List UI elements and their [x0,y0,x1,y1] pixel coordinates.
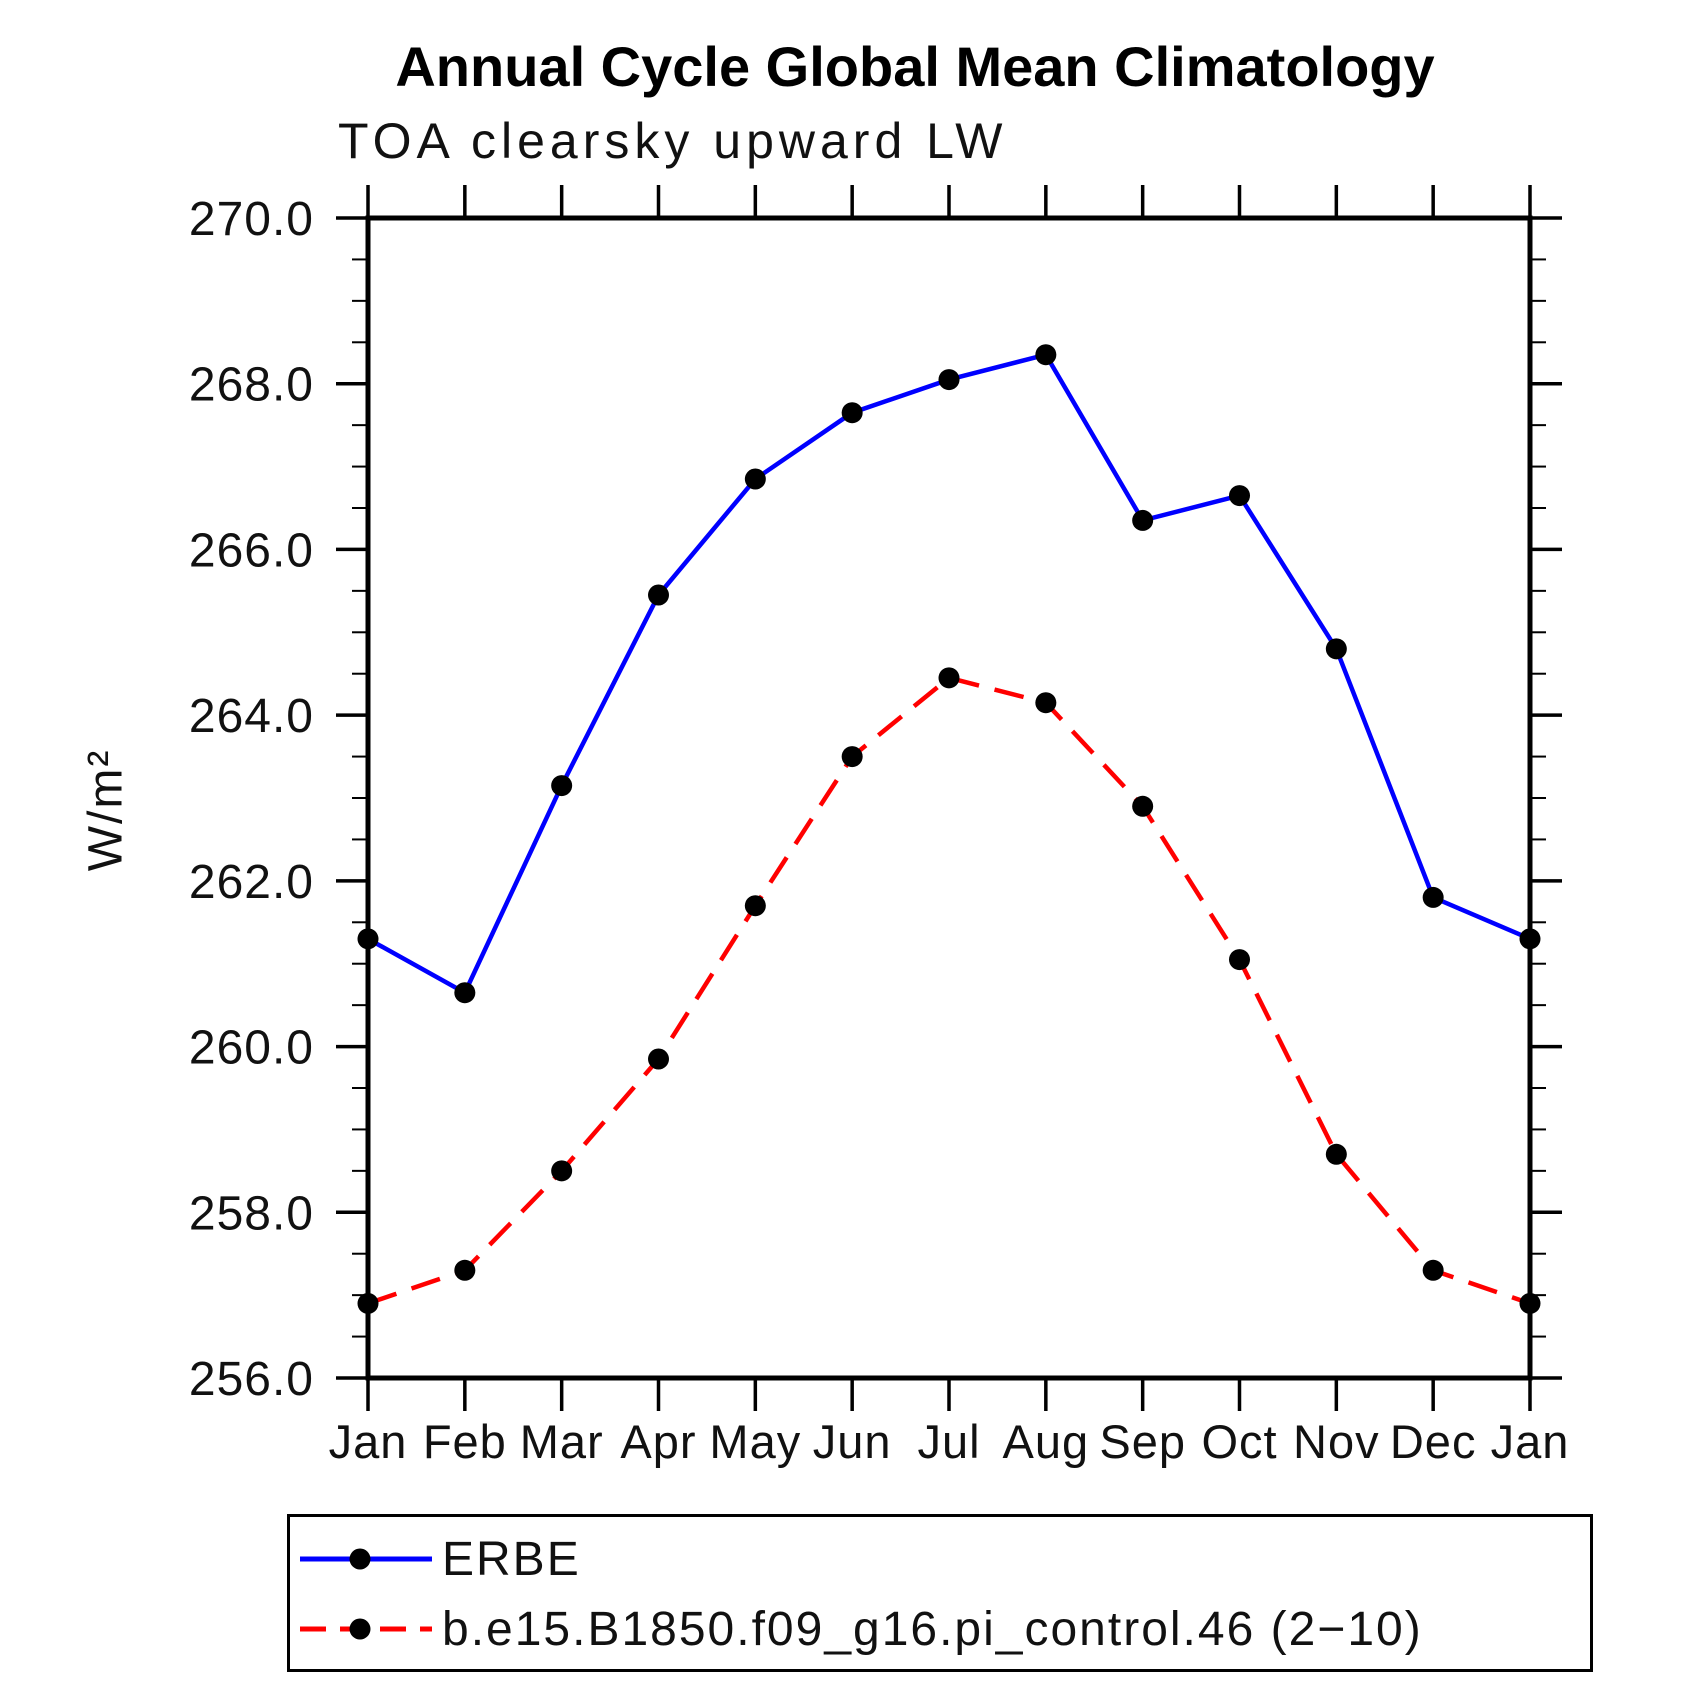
legend: ERBE b.e15.B1850.f09_g16.pi_control.46 (2… [287,1514,1593,1672]
series-line-1 [367,675,1531,1306]
axis-frame [365,215,1533,1381]
data-point [744,895,766,917]
data-point [454,982,476,1004]
y-tick-label: 262.0 [189,856,314,909]
data-point [551,775,573,797]
data-point [938,369,960,391]
axis-tick-labels: 256.0 258.0 260.0 262.0 264.0 266.0 268.0 270.0… [189,193,1570,1468]
data-point [551,1160,573,1182]
y-tick-label: 258.0 [189,1187,314,1240]
x-tick-label: Jan [1491,1415,1570,1468]
data-point [1422,1259,1444,1281]
data-point-markers [357,344,1541,1314]
legend-swatch [300,1548,432,1570]
data-point [938,667,960,689]
data-point [841,746,863,768]
data-point [1519,1292,1541,1314]
x-tick-label: Feb [423,1415,507,1468]
x-tick-label: Nov [1293,1415,1380,1468]
legend-swatch [300,1618,432,1640]
y-tick-label: 270.0 [189,193,314,246]
plot-area: 256.0 258.0 260.0 262.0 264.0 266.0 268.0 270.0… [189,185,1570,1468]
x-tick-label: Mar [520,1415,604,1468]
y-tick-label: 256.0 [189,1353,314,1406]
data-point [1229,949,1250,971]
x-tick-label: Jun [813,1415,892,1468]
data-point [1132,795,1154,817]
data-point [744,468,766,490]
data-point [1132,509,1154,531]
x-tick-label: Aug [1003,1415,1090,1468]
data-point [1325,638,1347,660]
x-tick-label: Sep [1099,1415,1186,1468]
axis-ticks [336,185,1562,1411]
data-point [1422,886,1444,908]
data-point [357,928,379,950]
y-tick-label: 268.0 [189,359,314,412]
data-point [1035,344,1057,366]
data-point [1325,1143,1347,1165]
y-tick-label: 264.0 [189,690,314,743]
data-point [841,402,863,424]
chart-title: Annual Cycle Global Mean Climatology [395,35,1435,98]
legend-item-0: ERBE [298,1529,581,1589]
data-point [648,1048,669,1070]
x-tick-label: Dec [1390,1415,1477,1468]
legend-label: ERBE [442,1532,581,1586]
data-point [1035,692,1057,714]
legend-item-1: b.e15.B1850.f09_g16.pi_control.46 (2−10) [298,1599,1423,1659]
x-tick-label: May [709,1415,801,1468]
x-tick-label: Jan [329,1415,408,1468]
legend-label: b.e15.B1850.f09_g16.pi_control.46 (2−10) [442,1602,1423,1656]
data-point [357,1292,379,1314]
data-point [454,1259,476,1281]
data-point [1519,928,1541,950]
x-tick-label: Oct [1201,1415,1277,1468]
y-tick-label: 266.0 [189,524,314,577]
data-point [648,584,669,606]
x-tick-label: Apr [620,1415,696,1468]
x-tick-label: Jul [917,1415,980,1468]
chart-subtitle: TOA clearsky upward LW [338,113,1008,169]
y-tick-label: 260.0 [189,1022,314,1075]
data-point [1229,485,1250,507]
